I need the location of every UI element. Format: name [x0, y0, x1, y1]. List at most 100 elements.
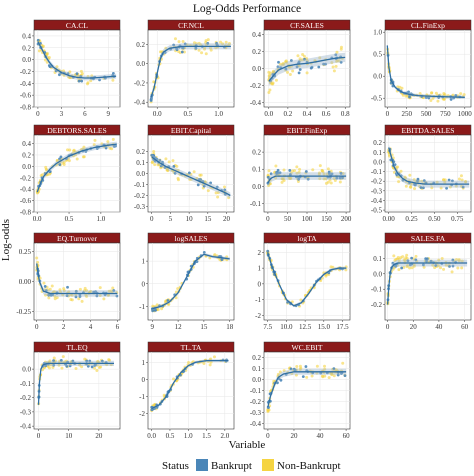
trend-line — [150, 45, 231, 98]
non-bankrupt-point — [403, 175, 407, 179]
non-bankrupt-point — [98, 294, 102, 298]
bankrupt-point — [298, 68, 302, 71]
non-bankrupt-point — [431, 263, 435, 267]
y-tick-label: 0.0 — [252, 183, 261, 191]
y-tick-label: -0.4 — [250, 99, 262, 107]
non-bankrupt-point — [111, 78, 115, 82]
bankrupt-point — [429, 259, 433, 263]
non-bankrupt-point — [208, 363, 212, 367]
non-bankrupt-point — [80, 365, 84, 369]
non-bankrupt-point — [298, 364, 302, 368]
non-bankrupt-point — [296, 179, 300, 183]
bankrupt-point — [202, 184, 206, 188]
x-tick-label: 0.75 — [451, 215, 464, 223]
bankrupt-point — [47, 293, 51, 297]
trend-line — [36, 143, 117, 193]
non-bankrupt-point — [45, 60, 49, 64]
non-bankrupt-point — [408, 173, 412, 177]
y-tick-label: 1.0 — [373, 29, 382, 37]
bankrupt-point — [419, 186, 423, 189]
confidence-band — [37, 141, 117, 195]
bankrupt-point — [330, 172, 334, 176]
bankrupt-point — [276, 381, 279, 385]
non-bankrupt-point — [326, 180, 330, 184]
confidence-band — [151, 154, 231, 199]
bankrupt-point — [277, 60, 280, 64]
bankrupt-point — [422, 179, 426, 183]
non-bankrupt-point — [318, 56, 322, 60]
bankrupt-point — [202, 251, 206, 254]
non-bankrupt-point — [269, 81, 273, 85]
bankrupt-point — [149, 99, 153, 102]
non-bankrupt-point — [323, 374, 327, 378]
y-tick-label: -0.1 — [250, 200, 262, 208]
bankrupt-point — [425, 259, 428, 263]
non-bankrupt-point — [164, 46, 168, 50]
bankrupt-point — [306, 177, 310, 181]
non-bankrupt-point — [172, 377, 176, 381]
non-bankrupt-point — [305, 375, 309, 379]
non-bankrupt-point — [295, 171, 299, 175]
bankrupt-point — [327, 172, 331, 175]
bankrupt-point — [324, 62, 327, 66]
non-bankrupt-point — [454, 184, 458, 188]
bankrupt-point — [334, 53, 338, 57]
bankrupt-point — [104, 146, 108, 150]
non-bankrupt-point — [167, 160, 171, 164]
non-bankrupt-point — [412, 178, 416, 182]
non-bankrupt-point — [214, 191, 218, 195]
y-tick-label: 0 — [258, 280, 262, 288]
chart-title: Log-Odds Performance — [193, 3, 301, 15]
bankrupt-point — [276, 168, 280, 172]
y-tick-label: -0.3 — [20, 408, 32, 416]
non-bankrupt-point — [274, 164, 278, 168]
non-bankrupt-point — [322, 172, 326, 176]
bankrupt-point — [391, 261, 395, 265]
non-bankrupt-point — [444, 263, 448, 267]
non-bankrupt-point — [107, 358, 111, 362]
non-bankrupt-point — [330, 61, 334, 65]
non-bankrupt-point — [268, 88, 272, 92]
non-bankrupt-point — [267, 90, 271, 94]
non-bankrupt-point — [199, 173, 203, 177]
non-bankrupt-point — [455, 258, 459, 262]
non-bankrupt-point — [68, 70, 72, 74]
panel-strip-title: EBITDA.SALES — [402, 126, 455, 135]
non-bankrupt-point — [430, 186, 434, 190]
bankrupt-point — [85, 359, 89, 363]
panel-cl-finexp: CL.FinExp 1.0 0.5 0.0 -0.50 250 500 750 1000 — [371, 19, 472, 118]
non-bankrupt-point — [77, 297, 81, 301]
non-bankrupt-point — [298, 57, 302, 61]
non-bankrupt-point — [221, 42, 225, 46]
bankrupt-point — [289, 59, 293, 62]
y-tick-label: 0.1 — [373, 149, 382, 157]
y-tick-label: 0.25 — [19, 248, 32, 256]
x-tick-label: 2.0 — [220, 432, 229, 440]
bankrupt-point — [180, 50, 184, 54]
x-tick-label: 3 — [60, 110, 64, 118]
panel-debtors-sales: DEBTORS.SALES0.40.20.0-0.2-0.4-0.6-0.80.… — [20, 124, 121, 223]
panel-strip-title: CA.CL — [66, 21, 89, 30]
y-tick-label: -0.1 — [250, 387, 262, 395]
panel-ebitda-sales: EBITDA.SALES 0.2 0.10.0 -0.1 -0.2-0.3 -0.4 -0.… — [371, 124, 472, 223]
x-tick-label: 0.5 — [65, 215, 74, 223]
non-bankrupt-point — [175, 164, 179, 168]
non-bankrupt-point — [448, 185, 452, 189]
bankrupt-point — [288, 169, 292, 172]
non-bankrupt-point — [282, 369, 286, 373]
non-bankrupt-point — [164, 157, 168, 161]
y-tick-label: 0.5 — [373, 51, 382, 59]
non-bankrupt-point — [95, 369, 99, 373]
bankrupt-point — [68, 364, 72, 368]
y-tick-label: -0.1 — [371, 168, 383, 176]
bankrupt-point — [59, 155, 63, 159]
y-tick-label: -0.4 — [20, 186, 32, 194]
panel-ebit-capital: EBIT.Capital 0.2 0.1 0.0 -0.1 -0.2 -0.3 0 5 10 15 2… — [134, 124, 235, 223]
bankrupt-point — [339, 60, 343, 64]
non-bankrupt-point — [89, 79, 93, 83]
y-axis-label: Log-odds — [0, 219, 12, 261]
bankrupt-point — [77, 79, 81, 83]
bankrupt-point — [454, 94, 458, 97]
y-tick-label: 0.2 — [373, 139, 382, 147]
panel-strip-title: EBIT.Capital — [171, 126, 211, 135]
